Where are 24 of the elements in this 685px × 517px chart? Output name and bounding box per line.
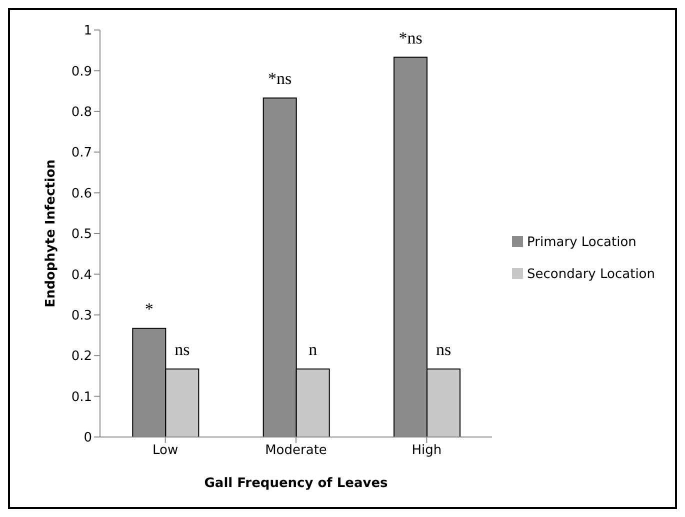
data-label: *ns (268, 68, 292, 88)
y-tick-label: 0 (84, 430, 92, 446)
y-tick-label: 0.4 (71, 268, 92, 283)
y-tick-label: 0.8 (71, 105, 92, 120)
y-tick-label: 0.2 (71, 349, 92, 364)
data-label: *ns (398, 28, 422, 48)
y-axis-title: Endophyte Infection (44, 159, 59, 308)
data-label: n (308, 340, 318, 360)
y-tick-label: 1 (84, 24, 92, 39)
y-tick-label: 0.6 (71, 186, 92, 202)
data-label: ns (174, 340, 190, 360)
x-axis-title: Gall Frequency of Leaves (204, 476, 388, 491)
y-tick-label: 0.1 (71, 390, 92, 405)
data-label: * (144, 299, 154, 318)
x-tick-label: High (412, 443, 442, 458)
legend-label: Secondary Location (527, 266, 655, 282)
x-tick-label: Low (152, 443, 178, 458)
data-label: ns (436, 340, 452, 360)
y-tick-label: 0.7 (71, 146, 92, 161)
y-tick-label: 0.5 (71, 227, 92, 242)
y-tick-label: 0.9 (71, 64, 92, 80)
legend-label: Primary Location (527, 234, 636, 250)
x-tick-label: Moderate (265, 443, 327, 458)
y-tick-label: 0.3 (71, 308, 92, 324)
